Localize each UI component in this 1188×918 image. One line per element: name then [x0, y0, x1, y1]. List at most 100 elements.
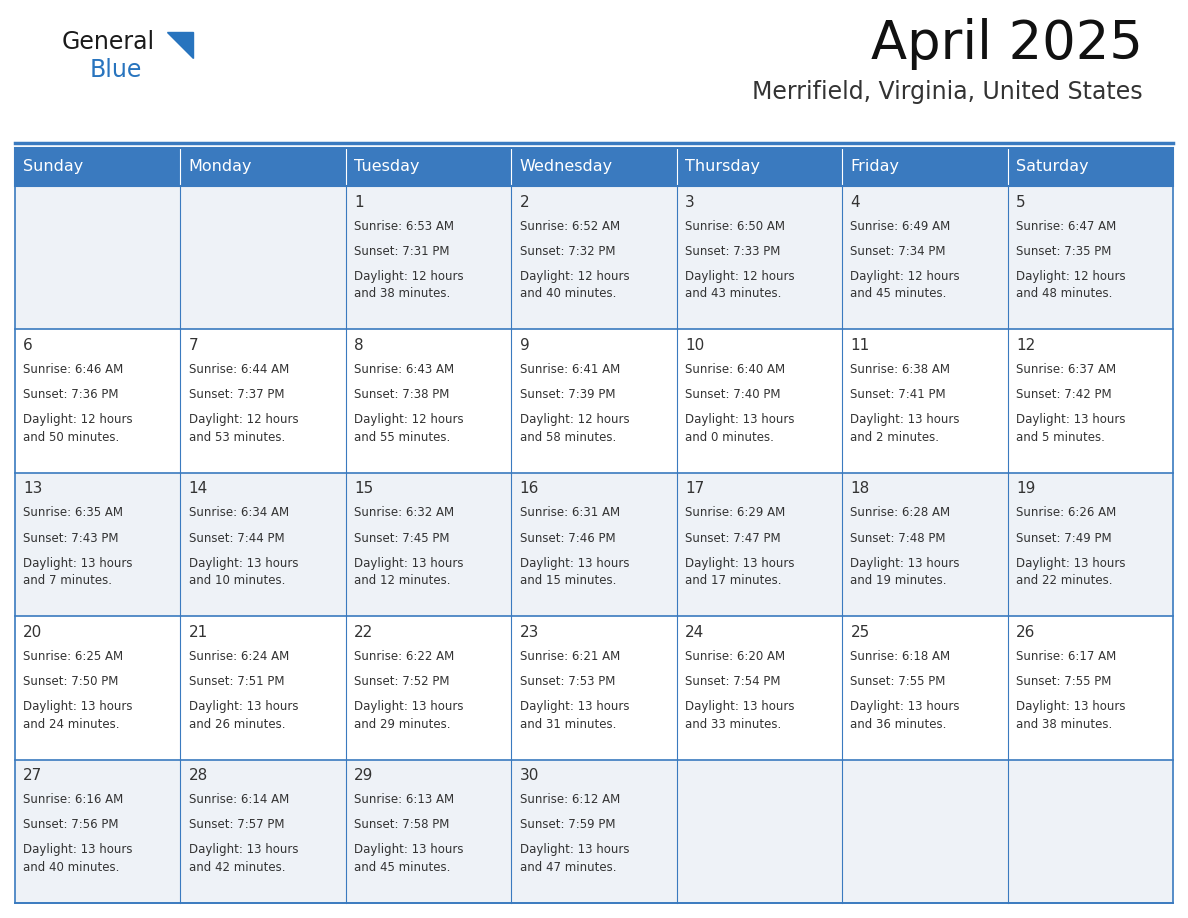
Text: Sunrise: 6:25 AM: Sunrise: 6:25 AM	[24, 650, 124, 663]
Text: Daylight: 12 hours
and 58 minutes.: Daylight: 12 hours and 58 minutes.	[519, 413, 630, 443]
Text: Sunset: 7:33 PM: Sunset: 7:33 PM	[685, 245, 781, 258]
Text: 4: 4	[851, 195, 860, 209]
Text: Thursday: Thursday	[685, 160, 760, 174]
Text: Sunset: 7:55 PM: Sunset: 7:55 PM	[851, 675, 946, 688]
Text: Sunset: 7:53 PM: Sunset: 7:53 PM	[519, 675, 615, 688]
Text: Daylight: 13 hours
and 47 minutes.: Daylight: 13 hours and 47 minutes.	[519, 844, 630, 874]
Text: Daylight: 13 hours
and 40 minutes.: Daylight: 13 hours and 40 minutes.	[24, 844, 133, 874]
Bar	[181, 148, 346, 186]
Text: 3: 3	[685, 195, 695, 209]
Bar	[842, 148, 1007, 186]
Text: 26: 26	[1016, 625, 1035, 640]
Text: Sunrise: 6:26 AM: Sunrise: 6:26 AM	[1016, 507, 1116, 520]
Text: Sunrise: 6:24 AM: Sunrise: 6:24 AM	[189, 650, 289, 663]
Text: Daylight: 13 hours
and 22 minutes.: Daylight: 13 hours and 22 minutes.	[1016, 556, 1125, 588]
Text: 9: 9	[519, 338, 530, 353]
Text: Sunrise: 6:22 AM: Sunrise: 6:22 AM	[354, 650, 454, 663]
Text: General: General	[62, 30, 156, 54]
Bar	[677, 148, 842, 186]
Text: Daylight: 12 hours
and 53 minutes.: Daylight: 12 hours and 53 minutes.	[189, 413, 298, 443]
Text: 10: 10	[685, 338, 704, 353]
Text: Sunset: 7:47 PM: Sunset: 7:47 PM	[685, 532, 781, 544]
Text: Saturday: Saturday	[1016, 160, 1088, 174]
Text: Sunrise: 6:41 AM: Sunrise: 6:41 AM	[519, 364, 620, 376]
Bar	[15, 148, 1173, 186]
Text: Daylight: 12 hours
and 40 minutes.: Daylight: 12 hours and 40 minutes.	[519, 270, 630, 300]
Text: Wednesday: Wednesday	[519, 160, 613, 174]
Text: 17: 17	[685, 481, 704, 497]
Text: Daylight: 13 hours
and 26 minutes.: Daylight: 13 hours and 26 minutes.	[189, 700, 298, 731]
Text: Blue: Blue	[90, 58, 143, 82]
Text: Sunset: 7:51 PM: Sunset: 7:51 PM	[189, 675, 284, 688]
Text: Sunrise: 6:43 AM: Sunrise: 6:43 AM	[354, 364, 454, 376]
Text: Sunrise: 6:44 AM: Sunrise: 6:44 AM	[189, 364, 289, 376]
Text: Sunset: 7:38 PM: Sunset: 7:38 PM	[354, 388, 449, 401]
Text: 16: 16	[519, 481, 539, 497]
Text: 22: 22	[354, 625, 373, 640]
Text: Sunrise: 6:38 AM: Sunrise: 6:38 AM	[851, 364, 950, 376]
Text: Sunset: 7:50 PM: Sunset: 7:50 PM	[24, 675, 119, 688]
Text: 7: 7	[189, 338, 198, 353]
Text: Sunrise: 6:29 AM: Sunrise: 6:29 AM	[685, 507, 785, 520]
Bar	[15, 330, 1173, 473]
Text: Sunset: 7:56 PM: Sunset: 7:56 PM	[24, 818, 119, 832]
Text: 28: 28	[189, 768, 208, 783]
Text: 27: 27	[24, 768, 43, 783]
Text: 30: 30	[519, 768, 539, 783]
Text: Daylight: 13 hours
and 19 minutes.: Daylight: 13 hours and 19 minutes.	[851, 556, 960, 588]
Text: 5: 5	[1016, 195, 1025, 209]
Text: Sunday: Sunday	[24, 160, 83, 174]
Text: Merrifield, Virginia, United States: Merrifield, Virginia, United States	[752, 80, 1143, 104]
Text: 14: 14	[189, 481, 208, 497]
Text: Sunrise: 6:12 AM: Sunrise: 6:12 AM	[519, 793, 620, 806]
Text: Daylight: 13 hours
and 31 minutes.: Daylight: 13 hours and 31 minutes.	[519, 700, 630, 731]
Text: Sunset: 7:41 PM: Sunset: 7:41 PM	[851, 388, 946, 401]
Text: 6: 6	[24, 338, 33, 353]
Text: Sunrise: 6:35 AM: Sunrise: 6:35 AM	[24, 507, 124, 520]
Text: Daylight: 13 hours
and 38 minutes.: Daylight: 13 hours and 38 minutes.	[1016, 700, 1125, 731]
Text: Daylight: 13 hours
and 12 minutes.: Daylight: 13 hours and 12 minutes.	[354, 556, 463, 588]
Text: Sunset: 7:52 PM: Sunset: 7:52 PM	[354, 675, 449, 688]
Text: 12: 12	[1016, 338, 1035, 353]
Text: Sunrise: 6:31 AM: Sunrise: 6:31 AM	[519, 507, 620, 520]
Text: Sunrise: 6:52 AM: Sunrise: 6:52 AM	[519, 219, 620, 232]
Text: Sunrise: 6:50 AM: Sunrise: 6:50 AM	[685, 219, 785, 232]
Text: Sunrise: 6:18 AM: Sunrise: 6:18 AM	[851, 650, 950, 663]
Text: Sunset: 7:48 PM: Sunset: 7:48 PM	[851, 532, 946, 544]
Polygon shape	[168, 32, 192, 58]
Text: Sunrise: 6:17 AM: Sunrise: 6:17 AM	[1016, 650, 1116, 663]
Text: Sunset: 7:34 PM: Sunset: 7:34 PM	[851, 245, 946, 258]
Text: Daylight: 13 hours
and 2 minutes.: Daylight: 13 hours and 2 minutes.	[851, 413, 960, 443]
Text: 19: 19	[1016, 481, 1035, 497]
Text: 2: 2	[519, 195, 529, 209]
Text: Sunset: 7:40 PM: Sunset: 7:40 PM	[685, 388, 781, 401]
Text: Daylight: 13 hours
and 0 minutes.: Daylight: 13 hours and 0 minutes.	[685, 413, 795, 443]
Text: Sunset: 7:39 PM: Sunset: 7:39 PM	[519, 388, 615, 401]
Text: 20: 20	[24, 625, 43, 640]
Bar	[511, 148, 677, 186]
Text: Sunset: 7:54 PM: Sunset: 7:54 PM	[685, 675, 781, 688]
Text: Monday: Monday	[189, 160, 252, 174]
Text: Sunset: 7:55 PM: Sunset: 7:55 PM	[1016, 675, 1111, 688]
Text: Sunrise: 6:16 AM: Sunrise: 6:16 AM	[24, 793, 124, 806]
Text: Daylight: 12 hours
and 50 minutes.: Daylight: 12 hours and 50 minutes.	[24, 413, 133, 443]
Text: 8: 8	[354, 338, 364, 353]
Text: Daylight: 13 hours
and 7 minutes.: Daylight: 13 hours and 7 minutes.	[24, 556, 133, 588]
Text: Daylight: 13 hours
and 36 minutes.: Daylight: 13 hours and 36 minutes.	[851, 700, 960, 731]
Text: Daylight: 13 hours
and 33 minutes.: Daylight: 13 hours and 33 minutes.	[685, 700, 795, 731]
Bar	[15, 616, 1173, 759]
Text: Daylight: 13 hours
and 45 minutes.: Daylight: 13 hours and 45 minutes.	[354, 844, 463, 874]
Text: Sunrise: 6:46 AM: Sunrise: 6:46 AM	[24, 364, 124, 376]
Text: Sunset: 7:42 PM: Sunset: 7:42 PM	[1016, 388, 1112, 401]
Text: Tuesday: Tuesday	[354, 160, 419, 174]
Text: Daylight: 12 hours
and 55 minutes.: Daylight: 12 hours and 55 minutes.	[354, 413, 463, 443]
Text: 23: 23	[519, 625, 539, 640]
Text: 24: 24	[685, 625, 704, 640]
Bar	[15, 473, 1173, 616]
Text: Sunrise: 6:53 AM: Sunrise: 6:53 AM	[354, 219, 454, 232]
Text: Sunrise: 6:14 AM: Sunrise: 6:14 AM	[189, 793, 289, 806]
Text: Daylight: 12 hours
and 48 minutes.: Daylight: 12 hours and 48 minutes.	[1016, 270, 1125, 300]
Text: Sunset: 7:46 PM: Sunset: 7:46 PM	[519, 532, 615, 544]
Text: Sunset: 7:59 PM: Sunset: 7:59 PM	[519, 818, 615, 832]
Text: Sunset: 7:31 PM: Sunset: 7:31 PM	[354, 245, 449, 258]
